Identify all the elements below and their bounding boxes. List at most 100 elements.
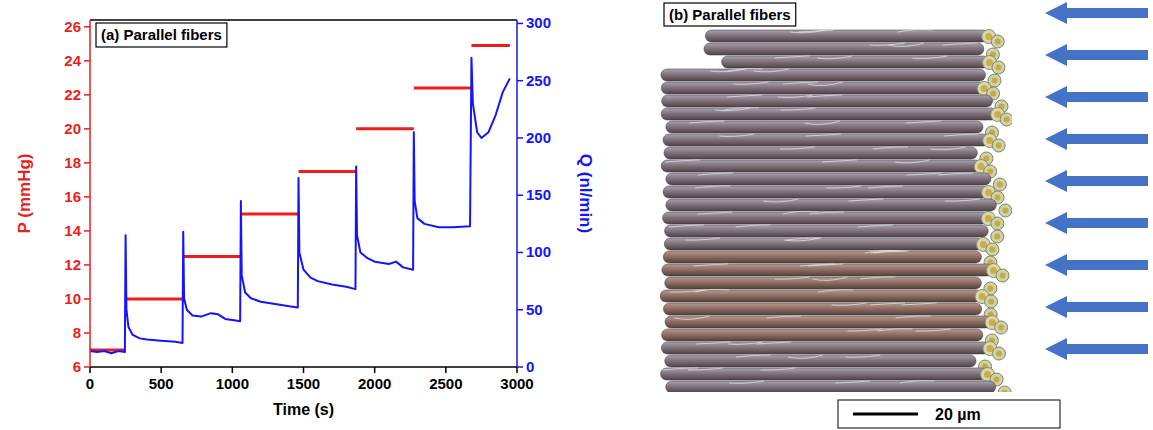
y2-tick-label: 50 [526,301,543,318]
fiber-end [999,204,1012,217]
fiber-core [1004,117,1010,123]
fibril [669,225,704,227]
fiber [661,160,981,172]
fiber [660,290,982,302]
x-tick [445,367,447,373]
fiber-core [1002,390,1008,393]
fiber-core [985,33,992,40]
fibril [780,147,815,149]
fiber [661,368,988,380]
fibril [790,30,825,33]
fiber-core [986,59,993,66]
fibril [870,43,905,45]
fibril [728,342,763,344]
fiber-core [984,371,991,378]
fiber-core [979,293,986,300]
flow-arrow [1045,2,1148,24]
fibril [761,368,796,370]
fibril [943,43,978,45]
y2-tick [517,137,523,139]
y-tick [84,332,90,334]
fibril [715,108,750,111]
fibril [931,147,966,150]
y2-axis [516,20,518,367]
fibril [788,355,823,358]
title-box [96,23,227,47]
fiber [664,147,977,159]
fiber [661,69,986,81]
fibril [736,225,771,227]
y-tick [84,26,90,28]
fiber [662,329,983,341]
scale-label: 20 µm [935,406,981,423]
fiber [705,30,988,42]
fibril [781,108,816,110]
y-axis-title: P (mmHg) [15,154,34,234]
fibril [826,186,861,188]
fibril [906,121,941,123]
y2-tick [517,366,523,368]
y-tick [84,264,90,266]
fiber-core [985,189,992,196]
fiber-end [991,35,1004,48]
fibril [939,173,974,175]
fiber-core [996,143,1002,149]
panel-a: 0500100015002000250030006810121416182022… [15,14,595,418]
fiber-core [980,241,987,248]
y2-tick-label: 100 [526,243,551,260]
fibril [832,303,867,305]
fiber-core [989,319,996,326]
fiber [665,277,982,289]
x-tick-label: 0 [86,375,94,392]
fiber-core [985,215,992,222]
fiber-core [986,137,993,144]
fibril [860,277,895,279]
fiber [666,121,983,133]
fiber [663,251,981,263]
fibril [736,355,771,357]
fiber-end [995,321,1008,334]
fibril [665,160,700,162]
fiber-core [992,78,998,84]
flow-arrow [1045,338,1148,360]
fibril [835,381,870,383]
y-tick-label: 12 [64,256,81,273]
y-tick-label: 26 [64,18,81,35]
panel-title: (a) Parallel fibers [101,26,222,43]
y2-tick [517,80,523,82]
y-tick [84,196,90,198]
fiber-end [991,217,1004,230]
series-group [90,46,510,354]
fibril [733,82,768,84]
fibril [900,381,935,383]
frame-top [90,19,517,21]
panel-b: (b) Parallel fibers20 µm [660,2,1148,428]
data-line [90,58,510,353]
fibril [873,147,908,149]
fiber-core [995,39,1001,45]
fibril [868,186,903,188]
fiber [661,108,997,120]
fibril [710,69,745,72]
x-tick [89,367,91,373]
fibril [675,316,710,319]
fiber-core [994,377,1000,383]
x-tick [374,367,376,373]
fibril [774,56,809,58]
y-tick-label: 16 [64,188,81,205]
fiber [663,134,990,146]
fiber-core [990,267,997,274]
fiber-end [991,230,1004,243]
fibril [693,264,728,266]
flow-arrow [1045,212,1148,234]
fibril [719,134,754,136]
x-tick-label: 2000 [358,375,391,392]
data-line [90,46,510,350]
sem-ground [660,26,1012,392]
fiber [663,212,989,224]
flow-arrow [1045,44,1148,66]
y-tick-label: 20 [64,120,81,137]
y2-tick [517,194,523,196]
y-tick-label: 24 [64,52,81,69]
y-tick-label: 8 [73,324,81,341]
